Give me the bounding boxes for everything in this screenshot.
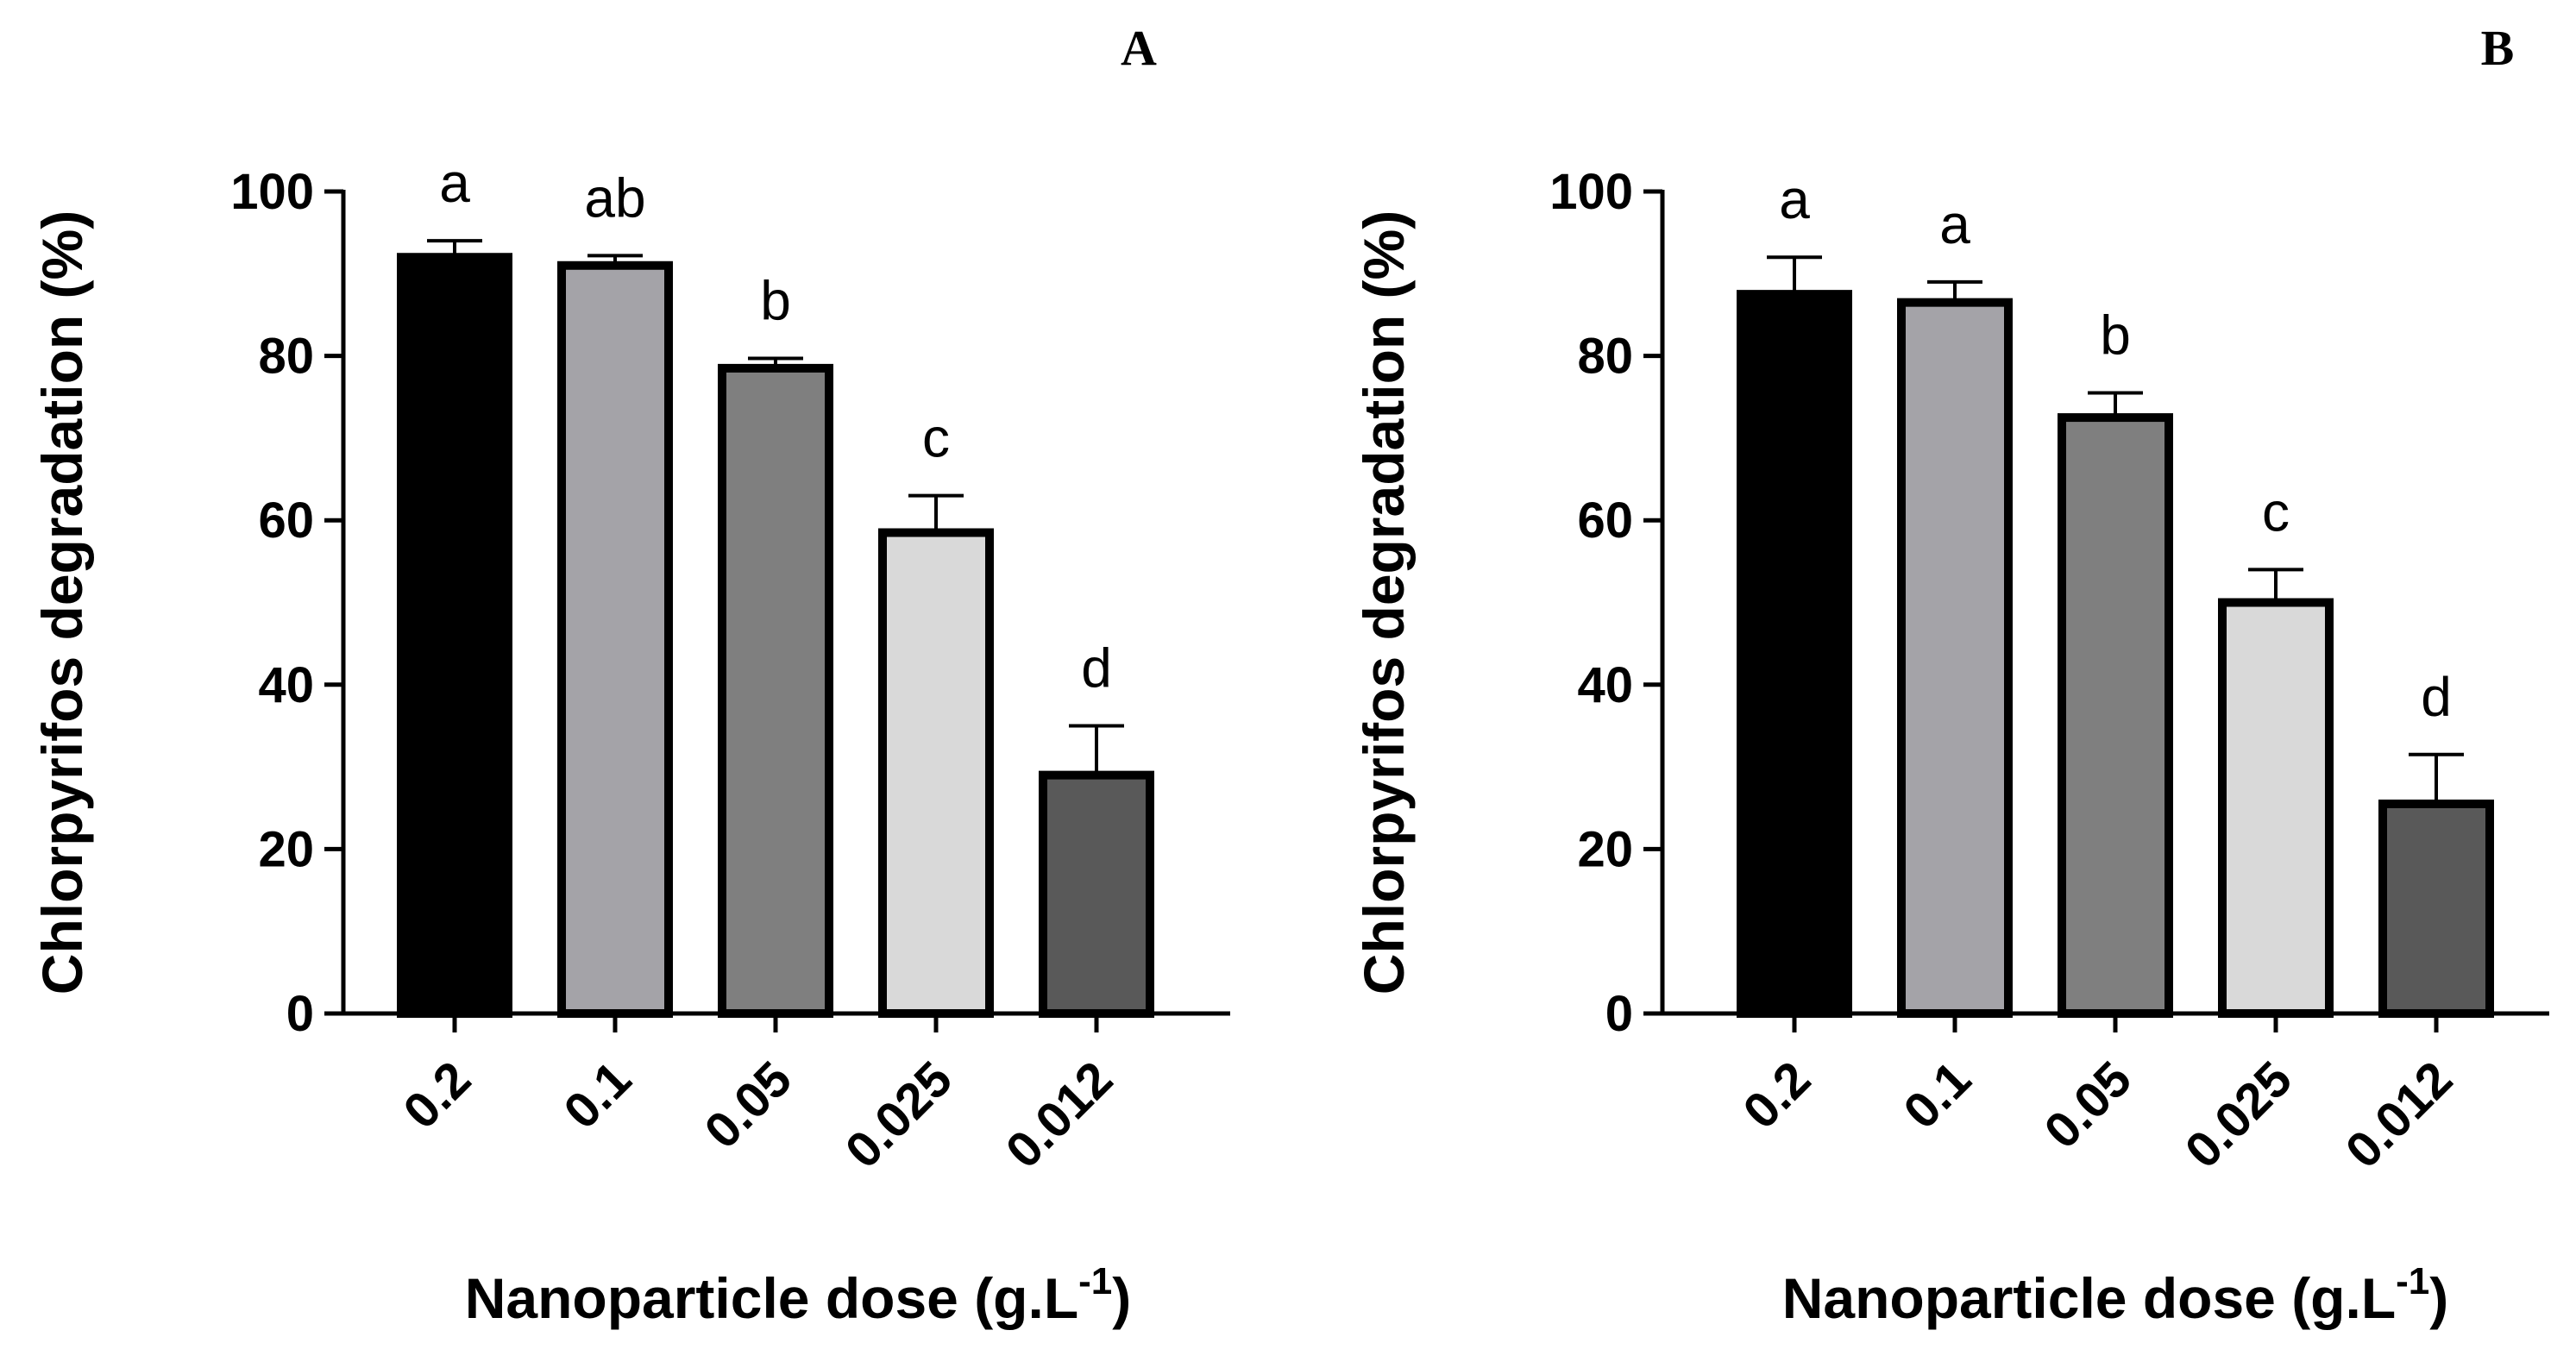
panel-b-y-tick-label-20: 20 (1577, 821, 1633, 877)
panel-b-x-tick-label-0.025: 0.025 (2175, 1051, 2303, 1179)
panel-b-chart: a a b c d 0 20 40 60 80 100 0.2 0.1 0.05 0.025 0.012 Chl… (1352, 20, 2549, 1330)
panel-b-x-axis-title-suffix: ) (2429, 1266, 2448, 1330)
panel-a-x-tick-label-0.2: 0.2 (393, 1051, 481, 1139)
panel-b-bar-0.025 (2218, 598, 2334, 1018)
panel-a-y-tick-label-80: 80 (258, 329, 314, 385)
panel-a-x-axis-title: Nanoparticle dose (g.L-1) (465, 1260, 1132, 1330)
panel-b-significance-0.05: b (2100, 304, 2131, 366)
panel-b-significance-0.025: c (2262, 480, 2290, 543)
panel-b-bar-0.012 (2378, 799, 2494, 1018)
panel-b-x-tick-label-0.2: 0.2 (1732, 1051, 1821, 1139)
panel-a-bar-0.2 (397, 253, 512, 1018)
panel-b-x-tick-label-0.05: 0.05 (2033, 1051, 2142, 1159)
panel-b-bar-0.2 (1737, 290, 1852, 1018)
panel-a-significance-0.1: ab (584, 166, 645, 229)
panel-a-x-tick-label-0.05: 0.05 (694, 1051, 802, 1159)
panel-a-y-tick-label-0: 0 (286, 986, 314, 1042)
panel-b-panel-label: B (2481, 20, 2515, 76)
panel-b-x-tick-label-0.012: 0.012 (2335, 1051, 2464, 1179)
panel-b-bar-0.05 (2058, 413, 2173, 1018)
panel-b-y-tick-label-40: 40 (1577, 657, 1633, 713)
panel-a-significance-0.025: c (922, 407, 950, 469)
panel-a-significance-0.2: a (439, 152, 470, 214)
panel-b-x-axis-title-superscript: -1 (2396, 1260, 2429, 1302)
panel-b-significance-0.012: d (2421, 666, 2452, 728)
panel-a-x-axis-title-superscript: -1 (1078, 1260, 1112, 1302)
panel-b-y-tick-label-60: 60 (1577, 493, 1633, 549)
panel-a-y-tick-label-100: 100 (230, 164, 314, 220)
panel-b-bar-0.1 (1897, 298, 2013, 1018)
panel-a-y-tick-label-60: 60 (258, 493, 314, 549)
panel-a-significance-0.05: b (760, 269, 791, 331)
panel-a-x-axis-title-main: Nanoparticle dose (g.L (465, 1266, 1078, 1330)
panel-b-x-axis-title: Nanoparticle dose (g.L-1) (1782, 1260, 2449, 1330)
panel-a-bar-0.1 (557, 260, 673, 1018)
panel-b-x-tick-label-0.1: 0.1 (1893, 1051, 1982, 1139)
panel-a-y-axis-title: Chlorpyrifos degradation (%) (30, 210, 94, 995)
panel-a-bar-0.012 (1039, 770, 1154, 1018)
panel-a-panel-label: A (1121, 20, 1157, 76)
panel-a-x-tick-label-0.025: 0.025 (835, 1051, 964, 1179)
panel-a-y-tick-label-20: 20 (258, 821, 314, 877)
panel-a-x-axis-title-suffix: ) (1112, 1266, 1131, 1330)
panel-b-y-tick-label-0: 0 (1605, 986, 1633, 1042)
panel-b-y-tick-label-100: 100 (1549, 164, 1633, 220)
panel-a-bar-0.025 (878, 528, 994, 1018)
panel-a-x-tick-label-0.1: 0.1 (553, 1051, 642, 1139)
panel-b-significance-0.2: a (1779, 168, 1810, 230)
panel-a-x-tick-label-0.012: 0.012 (996, 1051, 1124, 1179)
panel-b-y-axis-title: Chlorpyrifos degradation (%) (1352, 210, 1416, 995)
panel-a-bar-0.05 (718, 363, 833, 1018)
panel-a-y-tick-label-40: 40 (258, 657, 314, 713)
panel-b-y-tick-label-80: 80 (1577, 329, 1633, 385)
panel-b-x-axis-title-main: Nanoparticle dose (g.L (1782, 1266, 2396, 1330)
panel-a-chart: a ab b c d 0 20 40 60 80 100 0.2 0.1 0.05 0.025 0.012 Ch… (30, 20, 1230, 1330)
panel-b-significance-0.1: a (1939, 193, 1970, 255)
panel-a-significance-0.012: d (1081, 637, 1112, 699)
